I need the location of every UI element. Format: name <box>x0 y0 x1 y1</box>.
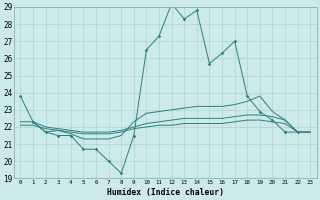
X-axis label: Humidex (Indice chaleur): Humidex (Indice chaleur) <box>107 188 224 197</box>
